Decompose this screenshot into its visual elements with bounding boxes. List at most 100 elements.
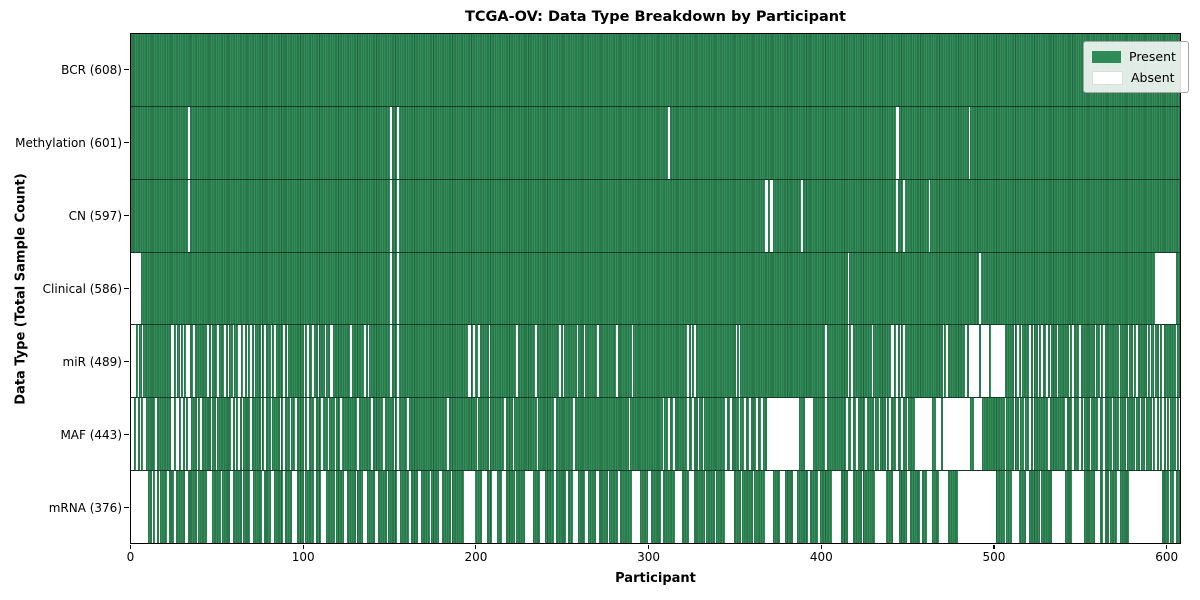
absent-stripe — [804, 398, 813, 471]
absent-stripe — [958, 471, 997, 544]
absent-stripe — [1094, 471, 1100, 544]
x-tick-label: 100 — [291, 550, 315, 564]
absent-stripe — [1041, 325, 1043, 398]
absent-stripe — [878, 398, 881, 471]
absent-stripe — [1134, 398, 1136, 471]
absent-stripe — [514, 471, 516, 544]
absent-stripe — [158, 471, 161, 544]
absent-stripe — [397, 252, 399, 325]
absent-stripe — [409, 471, 411, 544]
x-tick-label: 300 — [637, 550, 661, 564]
y-tick-label: miR (489) — [62, 354, 122, 369]
legend-item-present: Present — [1092, 49, 1176, 64]
absent-stripe — [283, 471, 285, 544]
absent-stripe — [397, 179, 399, 252]
absent-stripe — [450, 471, 453, 544]
x-tick-mark — [820, 545, 822, 549]
absent-stripe — [324, 325, 326, 398]
absent-stripe — [1103, 398, 1105, 471]
absent-stripe — [1125, 398, 1128, 471]
absent-stripe — [764, 471, 774, 544]
absent-stripe — [1151, 398, 1154, 471]
absent-stripe — [188, 398, 192, 471]
absent-stripe — [229, 471, 233, 544]
absent-stripe — [725, 471, 734, 544]
absent-stripe — [554, 471, 556, 544]
absent-stripe — [573, 398, 575, 471]
absent-stripe — [238, 398, 240, 471]
y-tick-mark — [124, 142, 129, 144]
legend-absent-swatch — [1092, 70, 1123, 85]
absent-stripe — [279, 398, 282, 471]
absent-stripe — [1046, 325, 1048, 398]
absent-stripe — [675, 471, 682, 544]
x-tick-label: 600 — [1155, 550, 1179, 564]
absent-stripe — [1118, 398, 1121, 471]
absent-stripe — [1175, 398, 1178, 471]
absent-stripe — [872, 325, 874, 398]
absent-stripe — [155, 398, 157, 471]
absent-stripe — [271, 325, 273, 398]
absent-stripe — [317, 325, 320, 398]
absent-stripe — [438, 471, 442, 544]
absent-stripe — [184, 471, 188, 544]
absent-stripe — [492, 471, 497, 544]
absent-stripe — [906, 398, 908, 471]
absent-stripe — [181, 398, 183, 471]
absent-stripe — [233, 325, 235, 398]
absent-stripe — [138, 325, 140, 398]
absent-stripe — [1153, 325, 1155, 398]
absent-stripe — [946, 325, 948, 398]
absent-stripe — [390, 325, 392, 398]
x-tick-label: 500 — [982, 550, 1006, 564]
absent-stripe — [920, 471, 922, 544]
absent-stripe — [618, 471, 620, 544]
absent-stripe — [397, 398, 399, 471]
absent-stripe — [1129, 471, 1162, 544]
absent-stripe — [628, 398, 630, 471]
absent-stripe — [136, 398, 138, 471]
x-tick-label: 0 — [126, 550, 135, 564]
absent-stripe — [1029, 398, 1031, 471]
absent-stripe — [792, 471, 798, 544]
absent-stripe — [207, 325, 209, 398]
absent-stripe — [730, 398, 732, 471]
row-band — [131, 398, 1180, 472]
y-tick-mark — [124, 434, 129, 436]
absent-stripe — [340, 398, 342, 471]
absent-stripe — [1082, 398, 1085, 471]
absent-stripe — [1099, 325, 1102, 398]
absent-stripe — [889, 398, 891, 471]
absent-stripe — [290, 398, 292, 471]
absent-stripe — [291, 471, 297, 544]
absent-stripe — [1072, 325, 1074, 398]
absent-stripe — [407, 398, 409, 471]
y-tick-label: MAF (443) — [60, 427, 122, 442]
absent-stripe — [217, 325, 219, 398]
y-tick-label: BCR (608) — [61, 62, 122, 77]
absent-stripe — [386, 471, 389, 544]
y-tick-mark — [124, 288, 129, 290]
absent-stripe — [390, 252, 392, 325]
absent-stripe — [314, 471, 316, 544]
absent-stripe — [906, 471, 910, 544]
absent-stripe — [274, 325, 276, 398]
absent-stripe — [1150, 325, 1152, 398]
absent-stripe — [1089, 398, 1092, 471]
absent-stripe — [176, 398, 180, 471]
absent-stripe — [447, 398, 449, 471]
absent-stripe — [873, 398, 876, 471]
absent-stripe — [1049, 325, 1052, 398]
absent-stripe — [524, 471, 534, 544]
absent-stripe — [856, 398, 858, 471]
absent-stripe — [321, 398, 323, 471]
absent-stripe — [576, 325, 579, 398]
plot-area — [130, 33, 1181, 544]
absent-stripe — [1023, 398, 1026, 471]
absent-stripe — [1162, 325, 1164, 398]
absent-stripe — [595, 471, 599, 544]
absent-stripe — [694, 325, 696, 398]
absent-stripe — [139, 398, 142, 471]
absent-stripe — [927, 471, 933, 544]
